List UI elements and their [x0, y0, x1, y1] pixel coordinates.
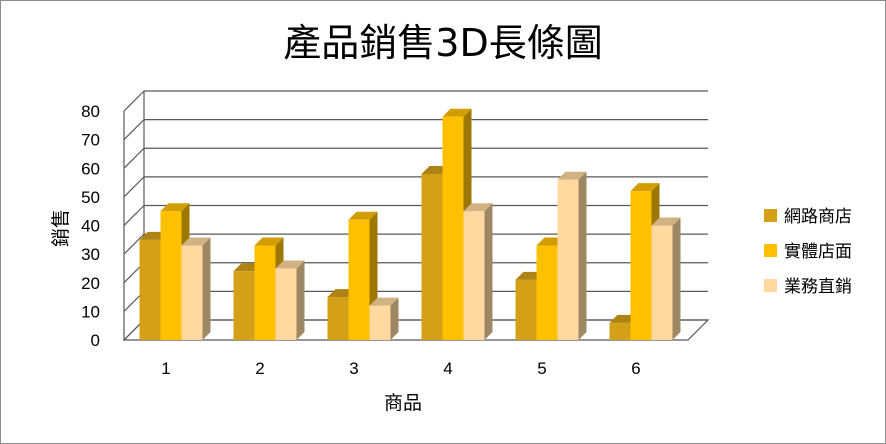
grid-layer	[122, 90, 710, 341]
gridline-side	[123, 176, 145, 198]
bar-top	[651, 217, 681, 226]
bar-front	[557, 179, 579, 340]
bar-front	[536, 245, 558, 340]
y-axis-label: 銷售	[50, 209, 72, 247]
chart-title: 產品銷售3D長條圖	[283, 21, 602, 65]
bar-front	[630, 191, 652, 340]
bar	[369, 297, 399, 340]
bar-top	[369, 297, 399, 306]
x-tick-label: 4	[443, 359, 452, 378]
bar-front	[369, 305, 391, 340]
y-tick-label: 10	[81, 302, 100, 321]
legend-swatch	[764, 209, 777, 222]
floor	[122, 319, 710, 341]
bar	[463, 203, 493, 340]
bar-top	[557, 171, 587, 180]
bar-side	[672, 217, 681, 340]
bar-front	[463, 211, 485, 340]
y-tick-label: 30	[81, 245, 100, 264]
gridline-side	[123, 90, 145, 112]
bar-layer	[139, 108, 681, 340]
y-tick-label: 40	[81, 217, 100, 236]
bar-front	[421, 173, 443, 340]
bar-front	[442, 116, 464, 340]
y-tick-label: 60	[81, 159, 100, 178]
bar-front	[651, 225, 673, 340]
x-tick-label: 2	[255, 359, 264, 378]
bar-front	[181, 245, 203, 340]
x-tick-label: 6	[631, 359, 640, 378]
y-axis-ticks: 0 10 20 30 40 50 60 70 80	[81, 102, 100, 350]
bar-side	[578, 171, 587, 340]
bar-front	[139, 239, 161, 340]
bar-top	[630, 183, 660, 192]
bar-side	[296, 260, 305, 340]
bar-top	[348, 211, 378, 220]
bar-top	[442, 108, 472, 117]
y-tick-label: 70	[81, 131, 100, 150]
legend-label: 網路商店	[784, 207, 852, 227]
x-axis-ticks: 1 2 3 4 5 6	[161, 359, 640, 378]
bar	[651, 217, 681, 340]
y-tick-label: 50	[81, 188, 100, 207]
bar-top	[160, 203, 190, 212]
bar-front	[275, 268, 297, 340]
bar-front	[609, 322, 631, 340]
bar	[275, 260, 305, 340]
bar-side	[484, 203, 493, 340]
bar-front	[233, 271, 255, 340]
x-tick-label: 3	[349, 359, 358, 378]
gridline-side	[123, 205, 145, 226]
bar-front	[254, 245, 276, 340]
legend-swatch	[764, 244, 777, 257]
gridline-side	[123, 147, 145, 169]
x-tick-label: 1	[161, 359, 170, 378]
bar-front	[160, 211, 182, 340]
gridline-side	[123, 119, 145, 141]
bar-front	[515, 279, 537, 340]
bar-front	[348, 219, 370, 340]
bar-top	[463, 203, 493, 212]
bar-top	[181, 237, 211, 246]
gridline-side	[123, 233, 145, 255]
bar	[557, 171, 587, 340]
bar-front	[327, 297, 349, 340]
bar-side	[202, 237, 211, 340]
legend-label: 實體店面	[784, 242, 852, 262]
bar-side	[390, 297, 399, 340]
legend-swatch	[764, 279, 777, 292]
y-tick-label: 0	[91, 331, 100, 350]
bar-top	[254, 237, 284, 246]
y-tick-label: 20	[81, 274, 100, 293]
x-tick-label: 5	[537, 359, 546, 378]
bar	[181, 237, 211, 340]
y-tick-label: 80	[81, 102, 100, 121]
legend-label: 業務直銷	[784, 277, 852, 297]
x-axis-label: 商品	[384, 392, 422, 414]
bar-top	[275, 260, 305, 269]
